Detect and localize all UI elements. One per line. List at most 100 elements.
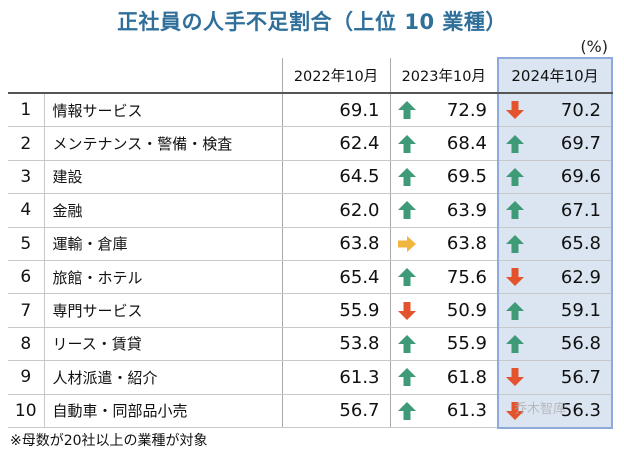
value-text: 67.1: [560, 199, 601, 221]
value-text: 65.8: [560, 233, 601, 255]
column-header-2024: 2024年10月: [497, 57, 613, 94]
value-cell: 67.1: [497, 193, 613, 228]
value-text: 63.8: [339, 233, 380, 255]
industry-cell: メンテナンス・警備・検査: [44, 126, 282, 161]
arrow-down-icon: [505, 267, 525, 287]
arrow-down-icon: [397, 301, 417, 321]
value-cell: 55.9: [281, 293, 390, 328]
value-cell: 59.1: [497, 293, 613, 328]
arrow-up-icon: [397, 367, 417, 387]
rank-cell: 6: [8, 260, 45, 295]
table-row: 9 人材派遣・紹介 61.3 61.8 56.7: [8, 360, 613, 395]
value-text: 62.4: [339, 133, 380, 155]
value-text: 56.3: [560, 400, 601, 422]
value-text: 69.5: [446, 166, 487, 188]
industry-cell: 旅館・ホテル: [44, 260, 282, 295]
arrow-right-icon: [397, 234, 417, 254]
table-row: 10 自動車・同部品小売 56.7 61.3 56.3: [8, 394, 613, 429]
value-text: 69.6: [560, 166, 601, 188]
arrow-up-icon: [505, 134, 525, 154]
value-cell: 65.8: [497, 227, 613, 261]
value-cell: 69.6: [497, 160, 613, 195]
value-text: 70.2: [560, 99, 601, 121]
arrow-up-icon: [397, 100, 417, 120]
arrow-up-icon: [397, 401, 417, 421]
value-cell: 62.0: [281, 193, 390, 228]
footnote: ※母数が20社以上の業種が対象: [10, 433, 208, 449]
value-cell: 61.8: [389, 360, 498, 395]
rank-cell: 9: [8, 360, 45, 395]
value-cell: 70.2: [497, 93, 613, 128]
ranking-table: 2022年10月 2023年10月 2024年10月 1 情報サービス 69.1 72…: [8, 57, 613, 429]
value-cell: 63.8: [389, 227, 498, 261]
industry-cell: 自動車・同部品小売: [44, 394, 282, 429]
arrow-up-icon: [397, 200, 417, 220]
value-cell: 75.6: [389, 260, 498, 295]
arrow-up-icon: [505, 301, 525, 321]
value-cell: 56.7: [497, 360, 613, 395]
value-cell: 56.3: [497, 394, 613, 429]
arrow-up-icon: [397, 167, 417, 187]
arrow-down-icon: [505, 100, 525, 120]
chart-title: 正社員の人手不足割合（上位 10 業種）: [117, 10, 507, 34]
rank-cell: 2: [8, 126, 45, 161]
value-text: 56.8: [560, 333, 601, 355]
rank-cell: 8: [8, 327, 45, 362]
value-text: 56.7: [339, 400, 380, 422]
value-text: 69.7: [560, 133, 601, 155]
value-cell: 63.8: [281, 227, 390, 261]
value-text: 63.9: [446, 199, 487, 221]
industry-cell: 金融: [44, 193, 282, 228]
unit-label: (%): [580, 37, 608, 56]
table-row: 8 リース・賃貸 53.8 55.9 56.8: [8, 327, 613, 362]
industry-cell: リース・賃貸: [44, 327, 282, 362]
industry-cell: 建設: [44, 160, 282, 195]
arrow-up-icon: [397, 334, 417, 354]
value-cell: 61.3: [389, 394, 498, 429]
value-cell: 56.7: [281, 394, 390, 429]
rank-cell: 1: [8, 93, 45, 128]
value-cell: 55.9: [389, 327, 498, 362]
value-cell: 69.7: [497, 126, 613, 161]
table-row: 2 メンテナンス・警備・検査 62.4 68.4 69.7: [8, 126, 613, 161]
value-text: 62.9: [560, 266, 601, 288]
arrow-up-icon: [397, 134, 417, 154]
arrow-down-icon: [505, 401, 525, 421]
column-header-2022: 2022年10月: [281, 58, 390, 94]
value-text: 55.9: [339, 300, 380, 322]
value-cell: 68.4: [389, 126, 498, 161]
industry-cell: 運輸・倉庫: [44, 227, 282, 261]
value-text: 56.7: [560, 366, 601, 388]
value-cell: 56.8: [497, 327, 613, 362]
value-text: 63.8: [446, 233, 487, 255]
value-text: 64.5: [339, 166, 380, 188]
table-row: 6 旅館・ホテル 65.4 75.6 62.9: [8, 260, 613, 295]
value-text: 53.8: [339, 333, 380, 355]
header-blank: [8, 58, 282, 94]
value-text: 61.3: [446, 400, 487, 422]
value-text: 62.0: [339, 199, 380, 221]
table-row: 4 金融 62.0 63.9 67.1: [8, 193, 613, 228]
table-row: 1 情報サービス 69.1 72.9 70.2: [8, 93, 613, 128]
value-cell: 69.1: [281, 93, 390, 128]
value-cell: 62.9: [497, 260, 613, 295]
table-row: 5 運輸・倉庫 63.8 63.8 65.8: [8, 227, 613, 261]
arrow-up-icon: [505, 167, 525, 187]
industry-cell: 専門サービス: [44, 293, 282, 328]
arrow-up-icon: [505, 234, 525, 254]
value-cell: 65.4: [281, 260, 390, 295]
table-row: 3 建設 64.5 69.5 69.6: [8, 160, 613, 195]
arrow-up-icon: [505, 334, 525, 354]
table-row: 7 専門サービス 55.9 50.9 59.1: [8, 293, 613, 328]
rank-cell: 5: [8, 227, 45, 261]
value-cell: 53.8: [281, 327, 390, 362]
value-cell: 50.9: [389, 293, 498, 328]
value-cell: 63.9: [389, 193, 498, 228]
value-text: 61.8: [446, 366, 487, 388]
column-header-2023: 2023年10月: [389, 58, 498, 94]
value-cell: 62.4: [281, 126, 390, 161]
value-text: 59.1: [560, 300, 601, 322]
header-row: 2022年10月 2023年10月 2024年10月: [8, 57, 613, 94]
industry-cell: 人材派遣・紹介: [44, 360, 282, 395]
watermark: 乔木智库: [514, 402, 567, 417]
